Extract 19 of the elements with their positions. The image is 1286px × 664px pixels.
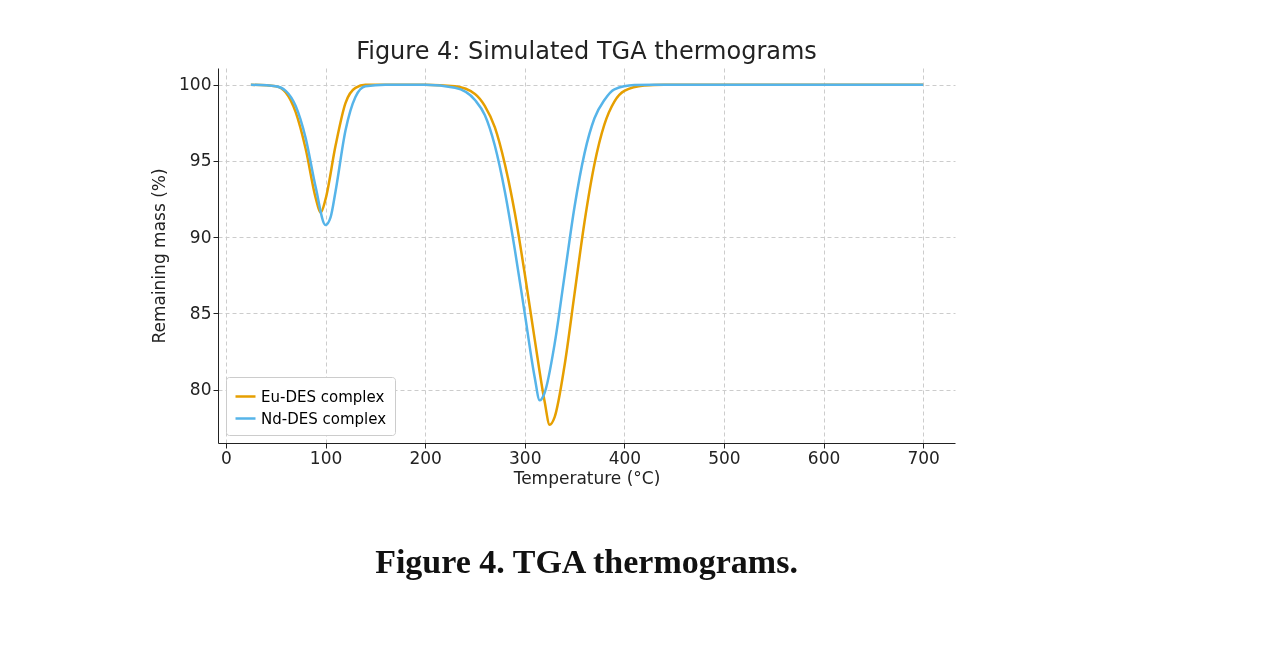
y-axis-title: Remaining mass (%) [149, 168, 170, 344]
legend-label: Nd-DES complex [261, 409, 387, 428]
x-tick-label: 500 [708, 447, 741, 468]
caption: Figure 4. TGA thermograms. [375, 543, 798, 580]
y-tick-label: 80 [189, 379, 212, 400]
y-tick-label: 100 [179, 74, 212, 95]
chart-title: Figure 4: Simulated TGA thermograms [356, 37, 817, 65]
x-tick-label: 200 [409, 447, 442, 468]
x-tick-label: 600 [807, 447, 841, 468]
x-axis-title: Temperature (°C) [512, 467, 661, 488]
y-tick-label: 85 [189, 302, 212, 323]
x-tick-label: 700 [907, 447, 940, 468]
x-tick-label: 300 [509, 447, 542, 468]
x-tick-label: 100 [309, 447, 343, 468]
legend-label: Eu-DES complex [261, 387, 385, 406]
y-tick-label: 90 [189, 226, 212, 247]
x-tick-label: 0 [221, 447, 232, 468]
x-tick-label: 400 [608, 447, 642, 468]
y-tick-label: 95 [189, 150, 212, 171]
